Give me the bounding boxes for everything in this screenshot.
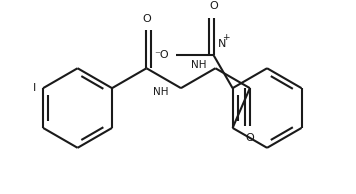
- Text: O: O: [209, 1, 218, 11]
- Text: O: O: [246, 133, 254, 143]
- Text: I: I: [33, 83, 36, 93]
- Text: NH: NH: [153, 87, 169, 97]
- Text: NH: NH: [192, 60, 207, 70]
- Text: N: N: [218, 39, 226, 49]
- Text: O: O: [142, 14, 151, 24]
- Text: +: +: [222, 33, 230, 42]
- Text: ⁻O: ⁻O: [155, 50, 169, 60]
